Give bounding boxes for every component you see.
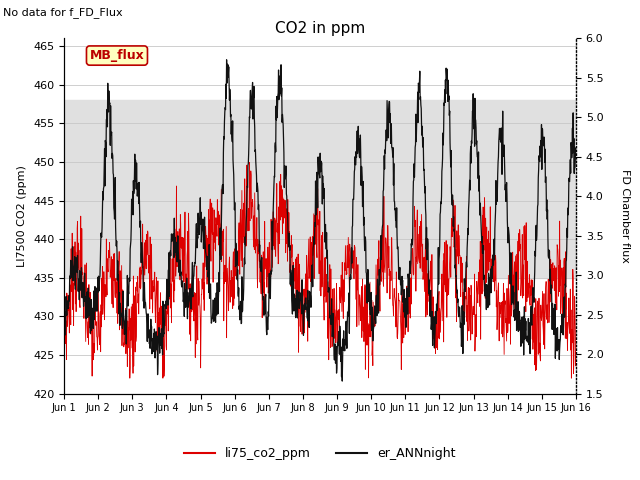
Y-axis label: LI7500 CO2 (ppm): LI7500 CO2 (ppm) xyxy=(17,165,28,267)
Bar xyxy=(64,100,576,278)
Text: MB_flux: MB_flux xyxy=(90,49,145,62)
Legend: li75_co2_ppm, er_ANNnight: li75_co2_ppm, er_ANNnight xyxy=(179,443,461,466)
Title: CO2 in ppm: CO2 in ppm xyxy=(275,21,365,36)
Y-axis label: FD Chamber flux: FD Chamber flux xyxy=(620,169,630,263)
Text: No data for f_FD_Flux: No data for f_FD_Flux xyxy=(3,7,123,18)
